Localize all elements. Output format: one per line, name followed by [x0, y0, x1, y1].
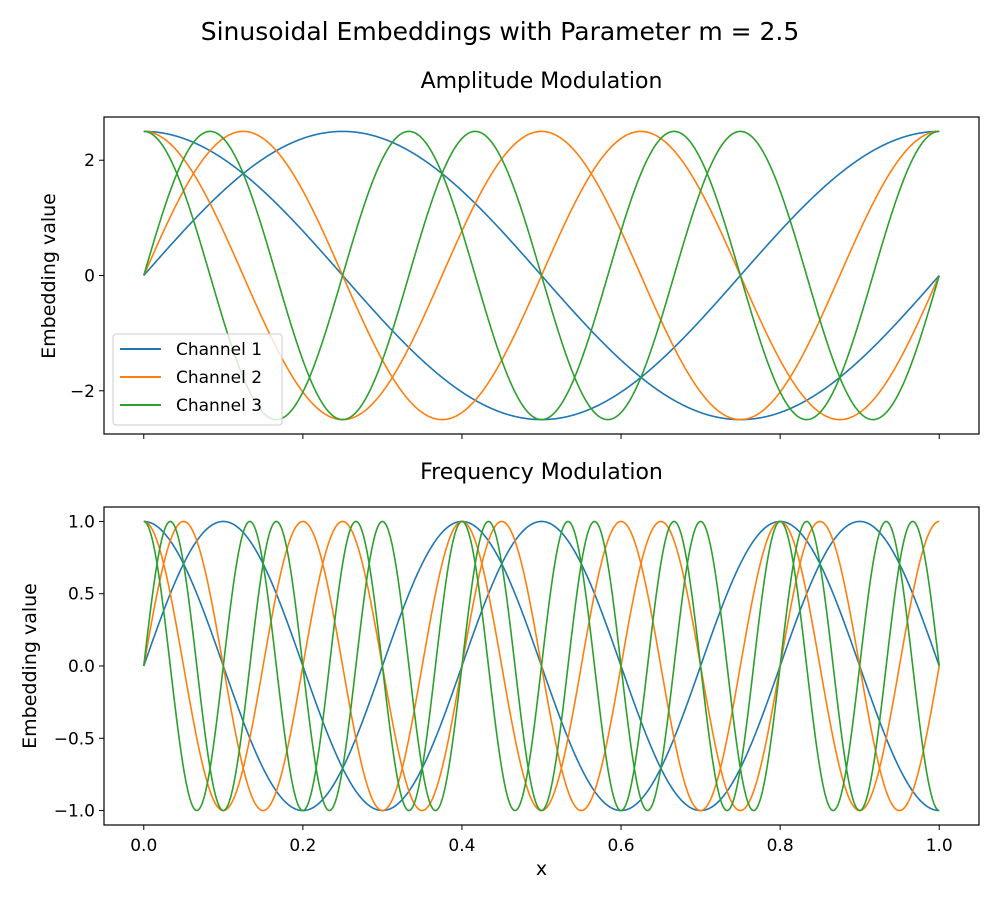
x-tick-label: 0.8	[767, 836, 794, 856]
x-tick-label: 0.0	[130, 836, 157, 856]
y-tick-label: −2	[70, 382, 95, 402]
axes-frame	[103, 506, 980, 826]
y-tick-label: −1.0	[54, 802, 95, 822]
x-tick-label: 0.4	[448, 836, 475, 856]
y-tick-label: 0.5	[68, 585, 95, 605]
axes-frame	[103, 116, 980, 435]
legend-box	[112, 333, 283, 426]
series-line-channel-3-cos	[143, 520, 940, 812]
y-tick-label: 1.0	[68, 512, 95, 532]
panel-title: Amplitude Modulation	[421, 69, 663, 94]
x-ticks	[143, 434, 940, 439]
y-tick-label: 0.0	[68, 657, 95, 677]
panel-title: Frequency Modulation	[420, 460, 663, 485]
legend-entry-channel-3: Channel 3	[120, 396, 262, 416]
y-axis-label: Embedding value	[19, 583, 41, 749]
plot-area	[142, 520, 941, 812]
y-tick-label: −0.5	[54, 729, 95, 749]
amplitude-modulation-panel: Amplitude Modulation Embedding value −2 0…	[38, 69, 980, 439]
y-ticks: −2 0 2	[70, 151, 104, 402]
y-axis-label: Embedding value	[38, 193, 60, 359]
figure-suptitle: Sinusoidal Embeddings with Parameter m =…	[201, 17, 800, 46]
y-ticks: −1.0 −0.5 0.0 0.5 1.0	[54, 512, 104, 822]
legend-entry-channel-1: Channel 1	[120, 340, 262, 360]
x-tick-label: 1.0	[926, 836, 953, 856]
legend: Channel 1 Channel 2 Channel 3	[112, 333, 283, 426]
legend-label-channel-1: Channel 1	[176, 340, 262, 360]
x-tick-label: 0.2	[289, 836, 316, 856]
legend-entry-channel-2: Channel 2	[120, 368, 262, 388]
series-line-channel-3-sin	[142, 520, 941, 812]
x-tick-label: 0.6	[608, 836, 635, 856]
x-axis-label: x	[536, 858, 547, 880]
legend-label-channel-3: Channel 3	[176, 396, 262, 416]
y-tick-label: 2	[84, 151, 95, 171]
frequency-modulation-panel: Frequency Modulation Embedding value x 0…	[19, 460, 980, 880]
legend-label-channel-2: Channel 2	[176, 368, 262, 388]
series-line-channel-3-sin	[143, 130, 940, 421]
y-tick-label: 0	[84, 267, 95, 287]
x-ticks: 0.0 0.2 0.4 0.6 0.8 1.0	[130, 825, 953, 856]
